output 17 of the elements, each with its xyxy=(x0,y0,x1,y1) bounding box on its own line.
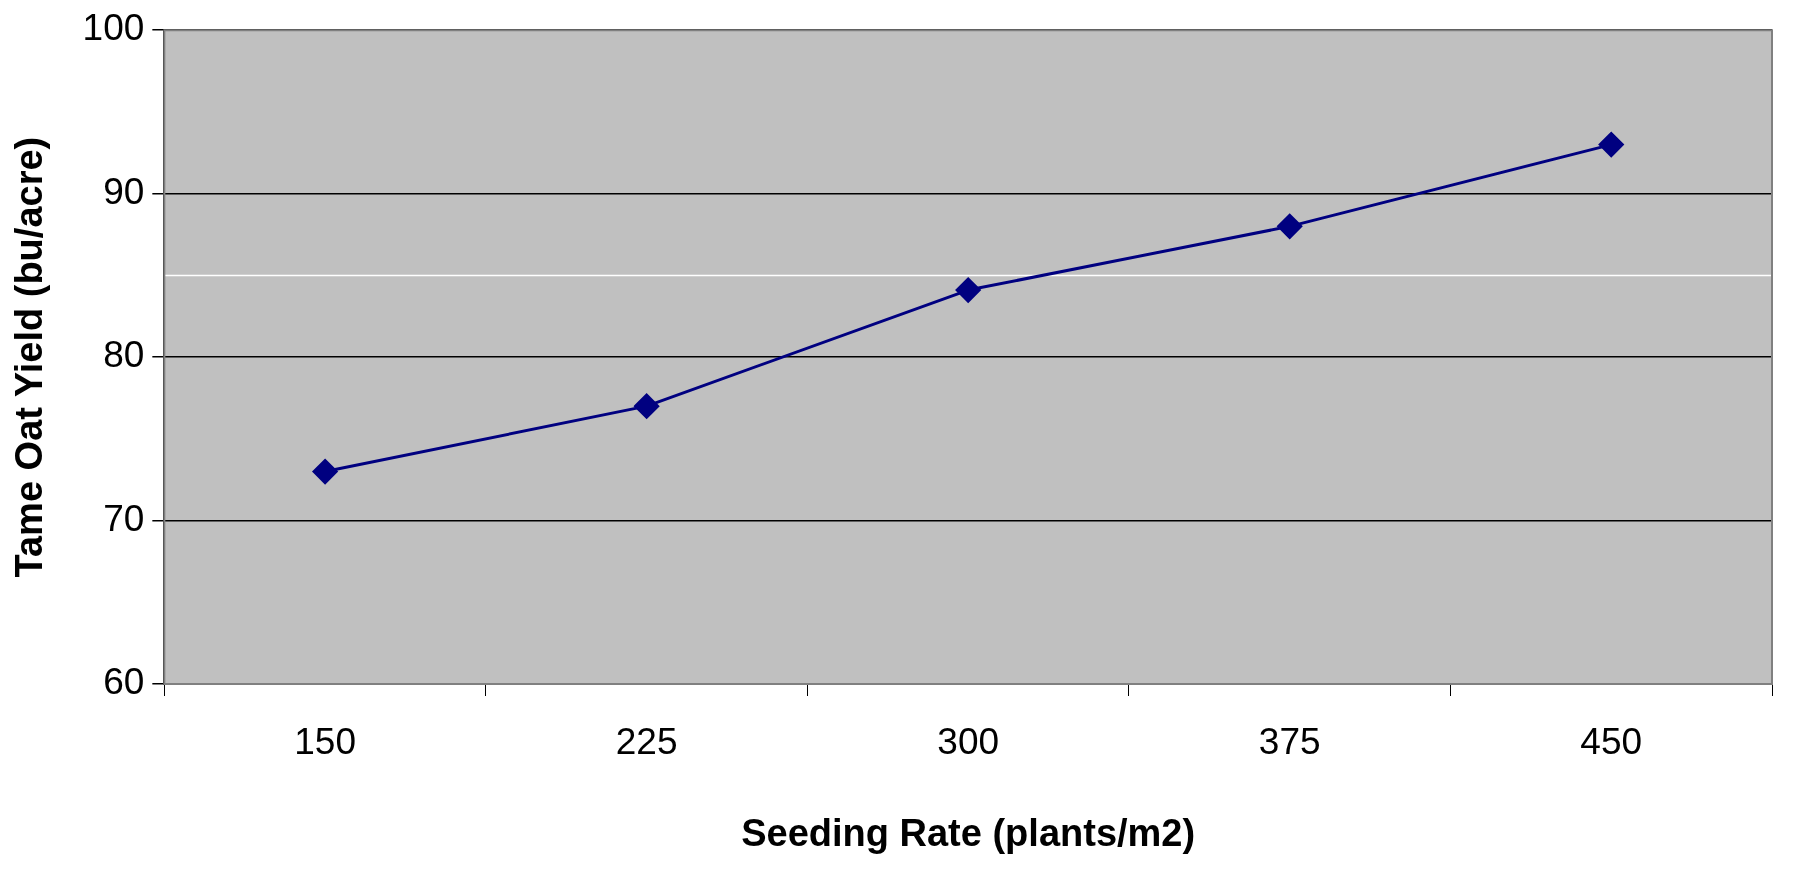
point xyxy=(312,459,338,485)
x-tick-label: 375 xyxy=(1258,721,1321,763)
y-tick-label: 80 xyxy=(103,334,145,376)
x-tick-label: 450 xyxy=(1580,721,1643,763)
point xyxy=(955,277,981,303)
y-tick-label: 90 xyxy=(103,170,145,212)
x-tick-label: 225 xyxy=(615,721,678,763)
y-tick-label: 60 xyxy=(103,661,145,703)
point xyxy=(1277,213,1303,239)
y-tick-label: 100 xyxy=(82,7,145,49)
y-axis-title: Tame Oat Yield (bu/acre) xyxy=(8,136,51,578)
point xyxy=(634,393,660,419)
x-tick-label: 150 xyxy=(294,721,356,763)
x-tick-label: 300 xyxy=(937,721,1000,763)
y-tick-label: 70 xyxy=(103,497,145,539)
x-axis-title: Seeding Rate (plants/m2) xyxy=(741,811,1196,854)
point xyxy=(1598,132,1624,158)
